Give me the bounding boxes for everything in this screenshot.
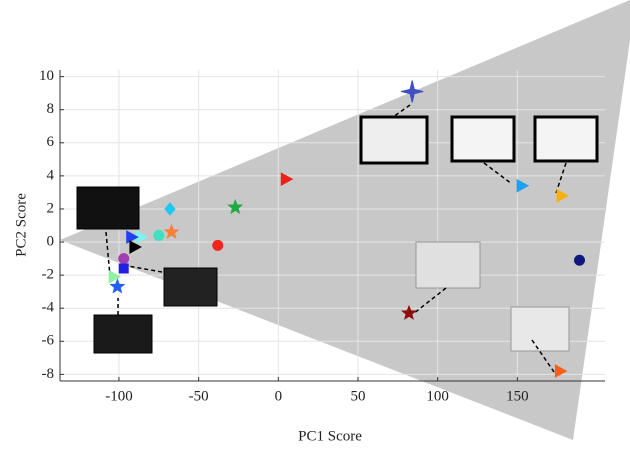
point	[227, 198, 244, 215]
thumbnail	[76, 186, 140, 230]
point	[163, 223, 180, 239]
y-tick-label: 0	[47, 233, 55, 249]
x-tick-label: 50	[350, 388, 365, 404]
x-tick-label: 100	[426, 388, 449, 404]
x-tick-label: 150	[506, 388, 529, 404]
thumbnail	[510, 306, 570, 352]
point	[556, 188, 570, 203]
y-tick-label: 6	[47, 134, 55, 150]
y-tick-label: -2	[42, 267, 55, 283]
point	[118, 263, 129, 274]
point	[554, 364, 568, 378]
thumbnail	[415, 241, 481, 289]
point	[153, 229, 165, 241]
point	[108, 269, 122, 284]
y-tick-label: 10	[39, 68, 54, 84]
y-axis-label: PC2 Score	[13, 193, 29, 257]
thumbnail	[359, 115, 429, 165]
point	[164, 202, 176, 216]
point	[126, 230, 139, 244]
y-tick-label: -8	[42, 366, 55, 382]
thumbnail	[533, 115, 599, 163]
thumbnail	[163, 267, 218, 307]
point	[401, 80, 424, 103]
point	[118, 253, 130, 265]
point	[280, 172, 294, 187]
x-tick-label: -50	[189, 388, 209, 404]
point	[574, 254, 586, 266]
arrows	[105, 104, 567, 373]
point	[400, 304, 417, 320]
thumbnails	[76, 104, 599, 373]
y-tick-label: 8	[47, 101, 55, 117]
x-tick-label: -100	[105, 388, 133, 404]
y-tick-label: -4	[42, 300, 55, 316]
thumbnail	[93, 314, 153, 354]
y-tick-label: 2	[47, 200, 55, 216]
x-tick-label: 0	[275, 388, 283, 404]
point	[516, 178, 530, 193]
point	[109, 278, 126, 294]
point	[212, 239, 224, 251]
point	[129, 240, 142, 254]
y-tick-label: 4	[47, 167, 55, 183]
x-axis-label: PC1 Score	[298, 428, 362, 444]
y-tick-label: -6	[42, 333, 55, 349]
thumbnail	[450, 115, 516, 163]
